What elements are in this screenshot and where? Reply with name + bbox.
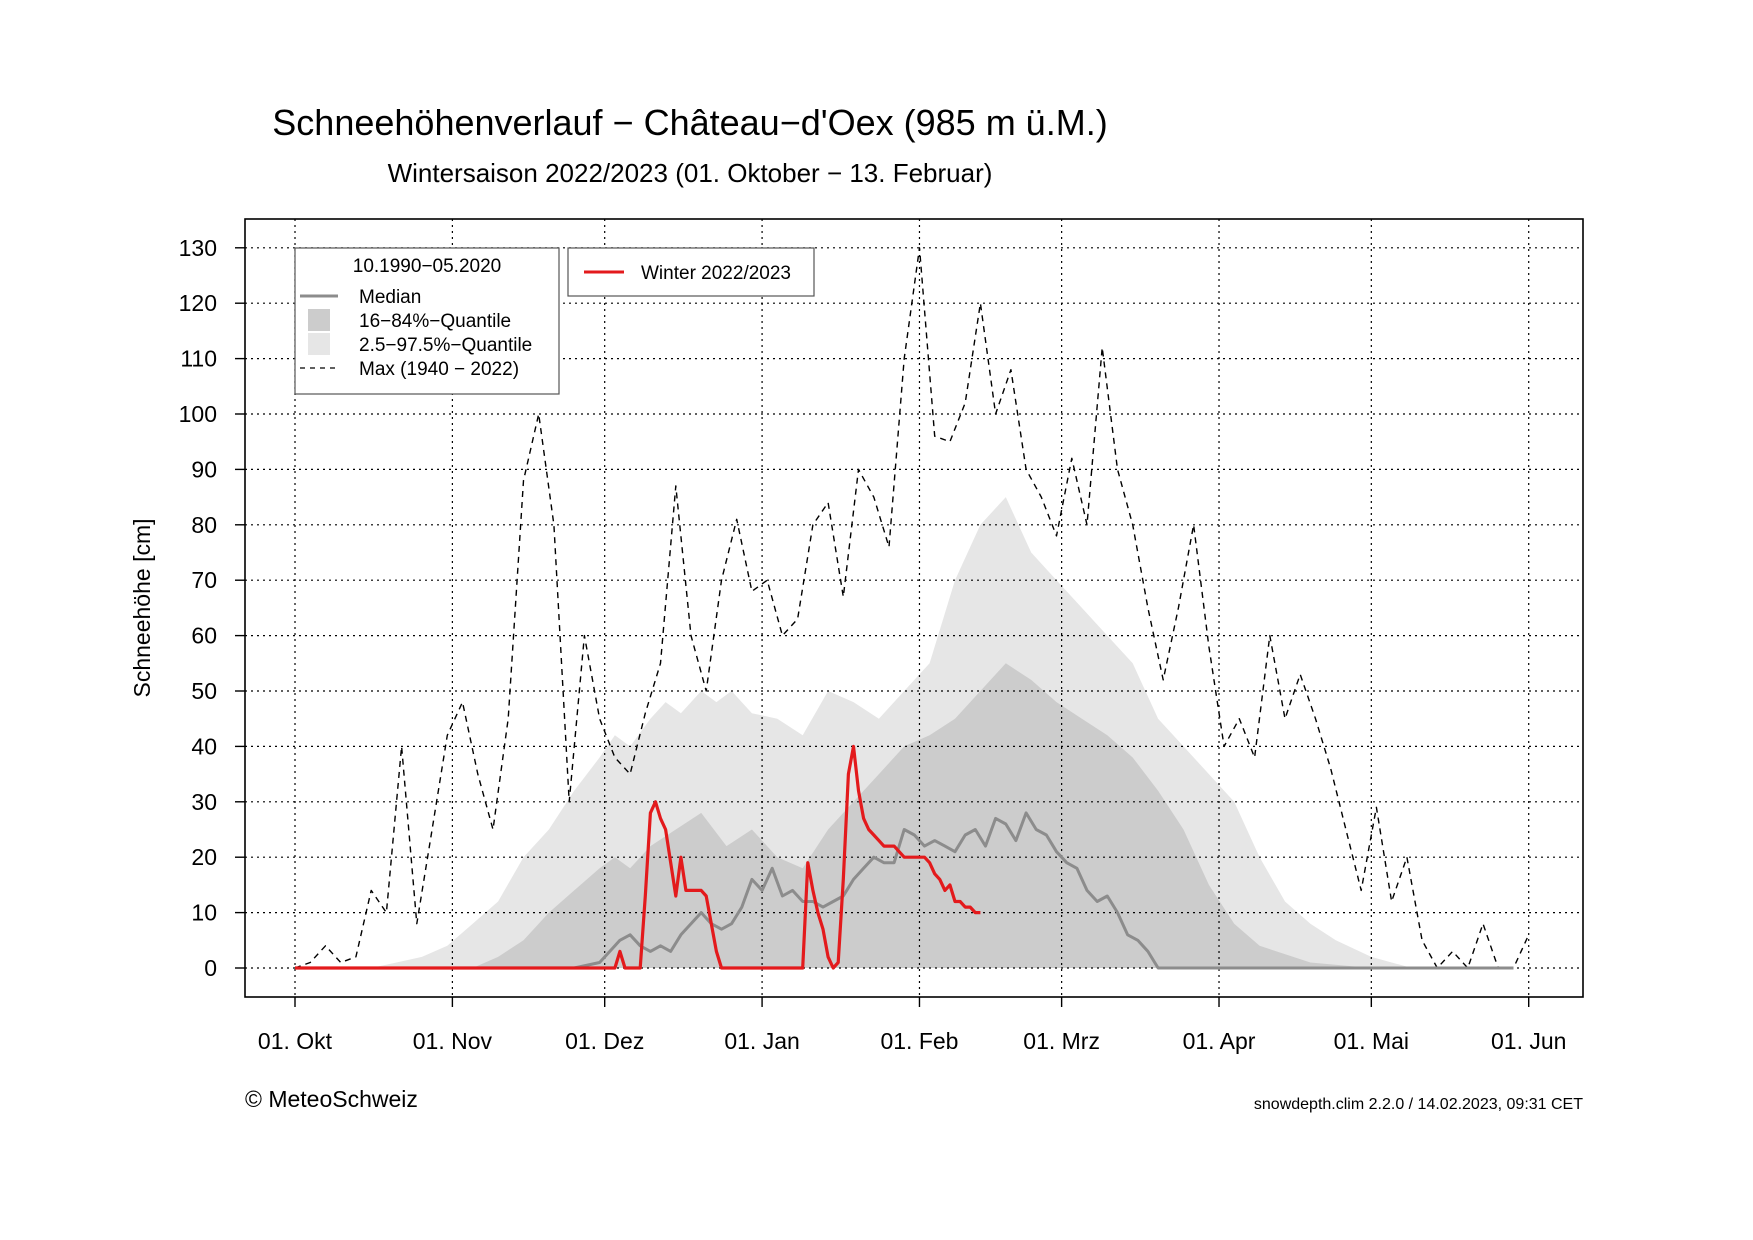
series-line-Median: [295, 811, 1514, 970]
q16-84-legend-swatch: [308, 309, 330, 331]
x-tick-label-01. Mai: 01. Mai: [1334, 1028, 1409, 1054]
median-legend-label: Median: [359, 287, 421, 308]
chart-subtitle: Wintersaison 2022/2023 (01. Oktober − 13…: [388, 158, 993, 188]
x-tick-label-01. Mrz: 01. Mrz: [1023, 1028, 1100, 1054]
x-tick-label-01. Apr: 01. Apr: [1183, 1028, 1256, 1054]
x-tick-label-01. Dez: 01. Dez: [565, 1028, 644, 1054]
copyright-text: © MeteoSchweiz: [245, 1086, 418, 1112]
y-tick-label-60: 60: [191, 623, 217, 649]
y-axis: 0 10 20 30 40 50 60 70 80 90 100 110 120 130: [179, 235, 245, 981]
x-axis: 01. Okt 01. Nov 01. Dez 01. Jan 01. Feb 01. M…: [258, 997, 1566, 1054]
climate-legend-title: 10.1990−05.2020: [353, 256, 501, 277]
x-tick-label-01. Jun: 01. Jun: [1491, 1028, 1566, 1054]
x-tick-label-01. Nov: 01. Nov: [413, 1028, 493, 1054]
y-tick-label-80: 80: [191, 512, 217, 538]
y-tick-label-100: 100: [179, 401, 217, 427]
current-legend-label: Winter 2022/2023: [641, 263, 791, 284]
climate-legend-box: [294, 247, 560, 395]
q16-84-legend-label: 16−84%−Quantile: [359, 311, 511, 332]
chart-title: Schneehöhenverlauf − Château−d'Oex (985 …: [272, 102, 1107, 143]
series-lines: [294, 247, 1530, 970]
q2-97-legend-label: 2.5−97.5%−Quantile: [359, 335, 532, 356]
current-winter-legend: Winter 2022/2023: [567, 247, 815, 297]
y-tick-label-0: 0: [204, 955, 217, 981]
band-2.5−97.5%−Quantile: [295, 497, 1514, 968]
x-tick-label-01. Okt: 01. Okt: [258, 1028, 333, 1054]
band-16−84%−Quantile: [295, 663, 1514, 968]
series-line-Max (1940 − 2022): [294, 247, 1530, 969]
series-line-Winter 2022/2023: [295, 744, 981, 970]
y-tick-label-70: 70: [191, 567, 217, 593]
plot-frame: [244, 218, 1584, 998]
y-tick-label-130: 130: [179, 235, 217, 261]
quantile-bands: [295, 497, 1514, 968]
y-tick-label-50: 50: [191, 678, 217, 704]
climate-legend: 10.1990−05.2020 Median 16−84%−Quantile 2…: [294, 247, 560, 395]
y-tick-label-40: 40: [191, 733, 217, 759]
y-tick-label-30: 30: [191, 789, 217, 815]
y-tick-label-90: 90: [191, 456, 217, 482]
y-tick-label-110: 110: [180, 346, 217, 372]
q2-97-legend-swatch: [308, 333, 330, 355]
y-tick-label-120: 120: [179, 290, 217, 316]
max-legend-label: Max (1940 − 2022): [359, 359, 519, 380]
x-tick-label-01. Feb: 01. Feb: [880, 1028, 958, 1054]
current-legend-box: [567, 247, 815, 297]
y-tick-label-10: 10: [191, 900, 217, 926]
version-text: snowdepth.clim 2.2.0 / 14.02.2023, 09:31…: [1254, 1096, 1583, 1113]
x-tick-label-01. Jan: 01. Jan: [724, 1028, 799, 1054]
y-axis-label: Schneehöhe [cm]: [129, 518, 155, 697]
y-tick-label-20: 20: [191, 844, 217, 870]
